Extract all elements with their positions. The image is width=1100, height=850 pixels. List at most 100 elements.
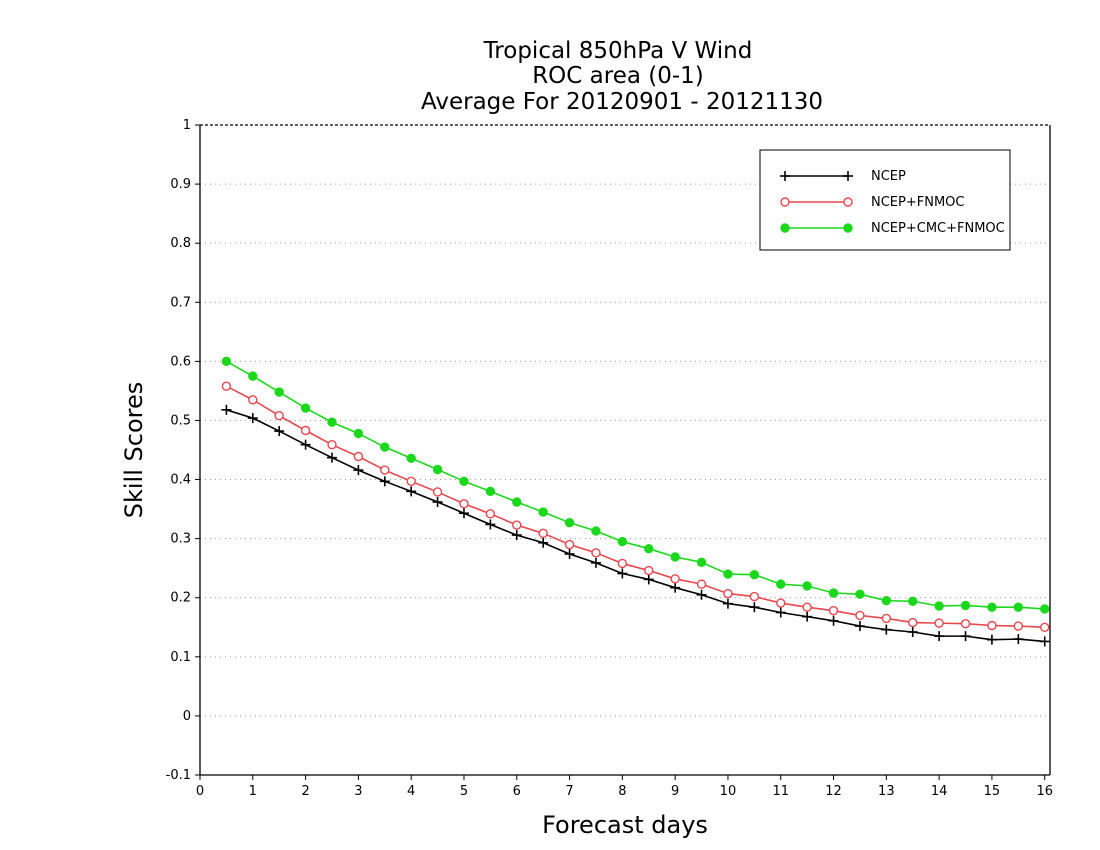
data-point-ncep-fnmoc: [406, 476, 416, 487]
data-point-ncep-fnmoc: [670, 574, 680, 584]
data-point-ncep-cmc-fnmoc: [670, 552, 680, 562]
legend-box: [759, 149, 1011, 251]
data-point-ncep: [854, 621, 865, 632]
data-point-ncep-cmc-fnmoc: [538, 507, 548, 517]
data-point-ncep: [749, 602, 760, 613]
data-point-ncep-cmc-fnmoc: [987, 602, 997, 612]
data-point-ncep-fnmoc: [327, 439, 337, 450]
data-point-ncep-fnmoc: [723, 588, 733, 599]
x-tick-label: 6: [513, 784, 521, 799]
y-tick-label: 0.6: [170, 354, 191, 369]
data-point-ncep-cmc-fnmoc: [908, 596, 918, 606]
legend-item-ncep-cmc-fnmoc: NCEP+CMC+FNMOC: [780, 221, 1005, 236]
data-point-ncep-fnmoc: [617, 558, 628, 569]
data-point-ncep-fnmoc: [908, 617, 918, 628]
x-tick-label: 1: [249, 784, 257, 799]
data-point-ncep-fnmoc: [1040, 622, 1050, 632]
x-tick-label: 3: [354, 784, 362, 799]
legend-marker-right-ncep-fnmoc: [843, 197, 853, 207]
data-point-ncep-cmc-fnmoc: [644, 543, 654, 554]
data-point-ncep-fnmoc: [380, 465, 390, 475]
series-ncep-cmc-fnmoc: [221, 356, 1050, 614]
y-tick-label: 0.5: [170, 413, 191, 428]
data-point-ncep-fnmoc: [1013, 621, 1024, 631]
data-point-ncep: [802, 611, 813, 622]
x-tick-label: 2: [301, 784, 309, 799]
data-point-ncep: [934, 631, 945, 642]
data-point-ncep: [538, 537, 549, 548]
data-point-ncep-fnmoc: [749, 591, 760, 602]
data-point-ncep: [617, 568, 628, 579]
x-tick-label: 12: [825, 784, 842, 799]
series-line-ncep: [226, 409, 1045, 643]
series-ncep-fnmoc: [221, 381, 1050, 632]
data-point-ncep-cmc-fnmoc: [855, 589, 865, 599]
legend-marker-left-ncep-fnmoc: [780, 197, 790, 207]
chart-title-line-2: ROC area (0-1): [532, 63, 704, 89]
data-point-ncep: [485, 519, 496, 530]
data-point-ncep: [960, 631, 971, 642]
data-point-ncep-cmc-fnmoc: [749, 569, 760, 580]
legend-marker-left-ncep: [780, 171, 790, 181]
legend-item-ncep: NCEP: [780, 169, 906, 184]
y-tick-label: -0.1: [166, 768, 191, 783]
data-point-ncep-cmc-fnmoc: [1040, 604, 1050, 614]
chart-title-line-3: Average For 20120901 - 20121130: [421, 89, 823, 115]
data-point-ncep-fnmoc: [485, 509, 496, 519]
data-point-ncep: [274, 426, 285, 437]
legend-label-ncep-fnmoc: NCEP+FNMOC: [871, 195, 964, 210]
data-point-ncep-cmc-fnmoc: [300, 403, 311, 413]
data-point-ncep: [353, 465, 364, 476]
series-line-ncep-fnmoc: [226, 385, 1045, 629]
data-point-ncep: [643, 574, 654, 585]
x-tick-label: 7: [565, 784, 573, 799]
data-point-ncep: [722, 598, 733, 609]
chart-title-line-1: Tropical 850hPa V Wind: [483, 38, 753, 64]
legend-marker-right-ncep: [843, 171, 853, 181]
data-point-ncep: [458, 508, 469, 519]
x-tick-label: 11: [772, 784, 789, 799]
chart-title: Tropical 850hPa V Wind ROC area (0-1) Av…: [421, 38, 823, 115]
data-point-ncep-cmc-fnmoc: [696, 557, 707, 567]
data-point-ncep-fnmoc: [512, 520, 522, 530]
x-tick-label: 4: [407, 784, 415, 799]
data-point-ncep: [300, 439, 311, 450]
data-point-ncep-fnmoc: [353, 451, 364, 462]
data-point-ncep-fnmoc: [828, 606, 839, 616]
y-tick-label: 0.1: [170, 650, 191, 665]
data-point-ncep-cmc-fnmoc: [459, 476, 469, 487]
legend-item-ncep-fnmoc: NCEP+FNMOC: [780, 195, 964, 210]
x-tick-label: 15: [984, 784, 1001, 799]
y-tick-label: 0.4: [170, 473, 191, 488]
data-point-ncep-cmc-fnmoc: [564, 517, 575, 528]
y-tick-label: 0.3: [170, 532, 191, 547]
data-point-ncep-cmc-fnmoc: [512, 497, 522, 507]
data-point-ncep: [881, 624, 892, 635]
y-tick-label: 0.8: [170, 236, 191, 251]
data-point-ncep-cmc-fnmoc: [934, 601, 944, 611]
data-series: [221, 356, 1050, 647]
y-axis-label: Skill Scores: [120, 382, 148, 519]
data-point-ncep: [432, 497, 443, 507]
data-point-ncep-cmc-fnmoc: [1013, 602, 1024, 612]
data-point-ncep-fnmoc: [881, 613, 892, 624]
x-tick-label: 10: [720, 784, 737, 799]
data-point-ncep-cmc-fnmoc: [485, 486, 496, 497]
data-point-ncep-fnmoc: [300, 425, 311, 436]
data-point-ncep-cmc-fnmoc: [617, 536, 628, 547]
legend-label-ncep: NCEP: [871, 169, 906, 184]
x-axis-label: Forecast days: [542, 811, 708, 839]
data-point-ncep: [590, 557, 601, 568]
legend-marker-right-ncep-cmc-fnmoc: [843, 223, 853, 233]
data-point-ncep: [696, 589, 707, 600]
data-point-ncep-fnmoc: [855, 610, 865, 621]
axes: [199, 124, 1051, 776]
data-point-ncep-cmc-fnmoc: [432, 464, 443, 475]
x-tick-label: 13: [878, 784, 895, 799]
data-point-ncep-cmc-fnmoc: [802, 581, 812, 591]
data-point-ncep: [564, 549, 575, 559]
data-point-ncep-cmc-fnmoc: [591, 526, 601, 536]
data-point-ncep: [828, 615, 839, 626]
data-point-ncep: [511, 530, 522, 541]
